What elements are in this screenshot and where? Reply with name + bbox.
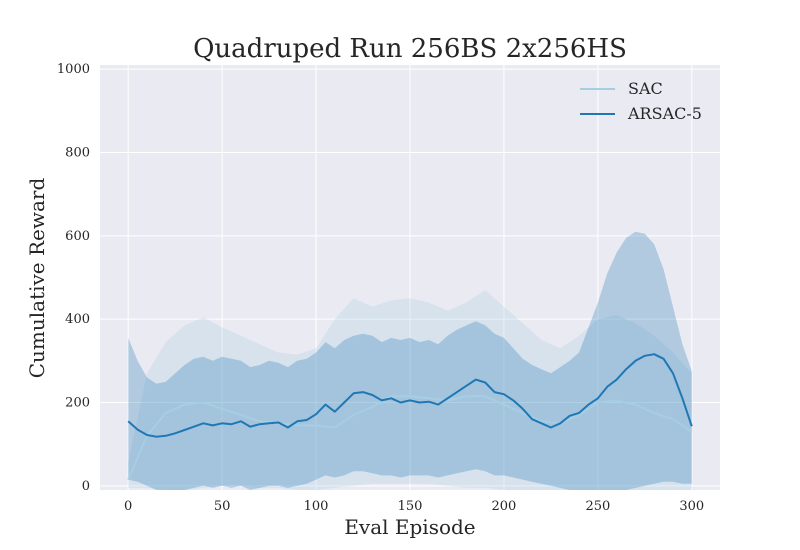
confidence-bands bbox=[128, 231, 692, 490]
x-tick-label: 50 bbox=[214, 499, 231, 514]
x-tick-label: 250 bbox=[585, 499, 610, 514]
x-axis-label: Eval Episode bbox=[344, 515, 475, 539]
y-tick-label: 0 bbox=[82, 479, 90, 494]
x-tick-labels: 0 50 100 150 200 250 300 bbox=[124, 499, 704, 514]
x-tick-label: 200 bbox=[492, 499, 517, 514]
line-arsac-5 bbox=[127, 353, 693, 438]
line-sac bbox=[127, 395, 693, 480]
chart-title: Quadruped Run 256BS 2x256HS bbox=[193, 34, 627, 64]
y-tick-label: 800 bbox=[65, 146, 90, 161]
y-axis-label: Cumulative Reward bbox=[25, 178, 49, 379]
band-arsac-5 bbox=[128, 231, 692, 490]
y-tick-label: 1000 bbox=[57, 62, 90, 77]
y-tick-labels: 0 200 400 600 800 1000 bbox=[57, 62, 90, 494]
legend-label-sac: SAC bbox=[628, 79, 663, 98]
x-tick-label: 300 bbox=[679, 499, 704, 514]
x-tick-label: 0 bbox=[124, 499, 132, 514]
y-tick-label: 600 bbox=[65, 229, 90, 244]
y-tick-label: 400 bbox=[65, 312, 90, 327]
legend: SAC ARSAC-5 bbox=[580, 79, 702, 123]
series-lines bbox=[127, 353, 693, 480]
x-tick-label: 150 bbox=[398, 499, 423, 514]
y-tick-label: 200 bbox=[65, 396, 90, 411]
legend-label-arsac-5: ARSAC-5 bbox=[627, 104, 702, 123]
band-sac bbox=[128, 290, 692, 490]
x-tick-label: 100 bbox=[304, 499, 329, 514]
